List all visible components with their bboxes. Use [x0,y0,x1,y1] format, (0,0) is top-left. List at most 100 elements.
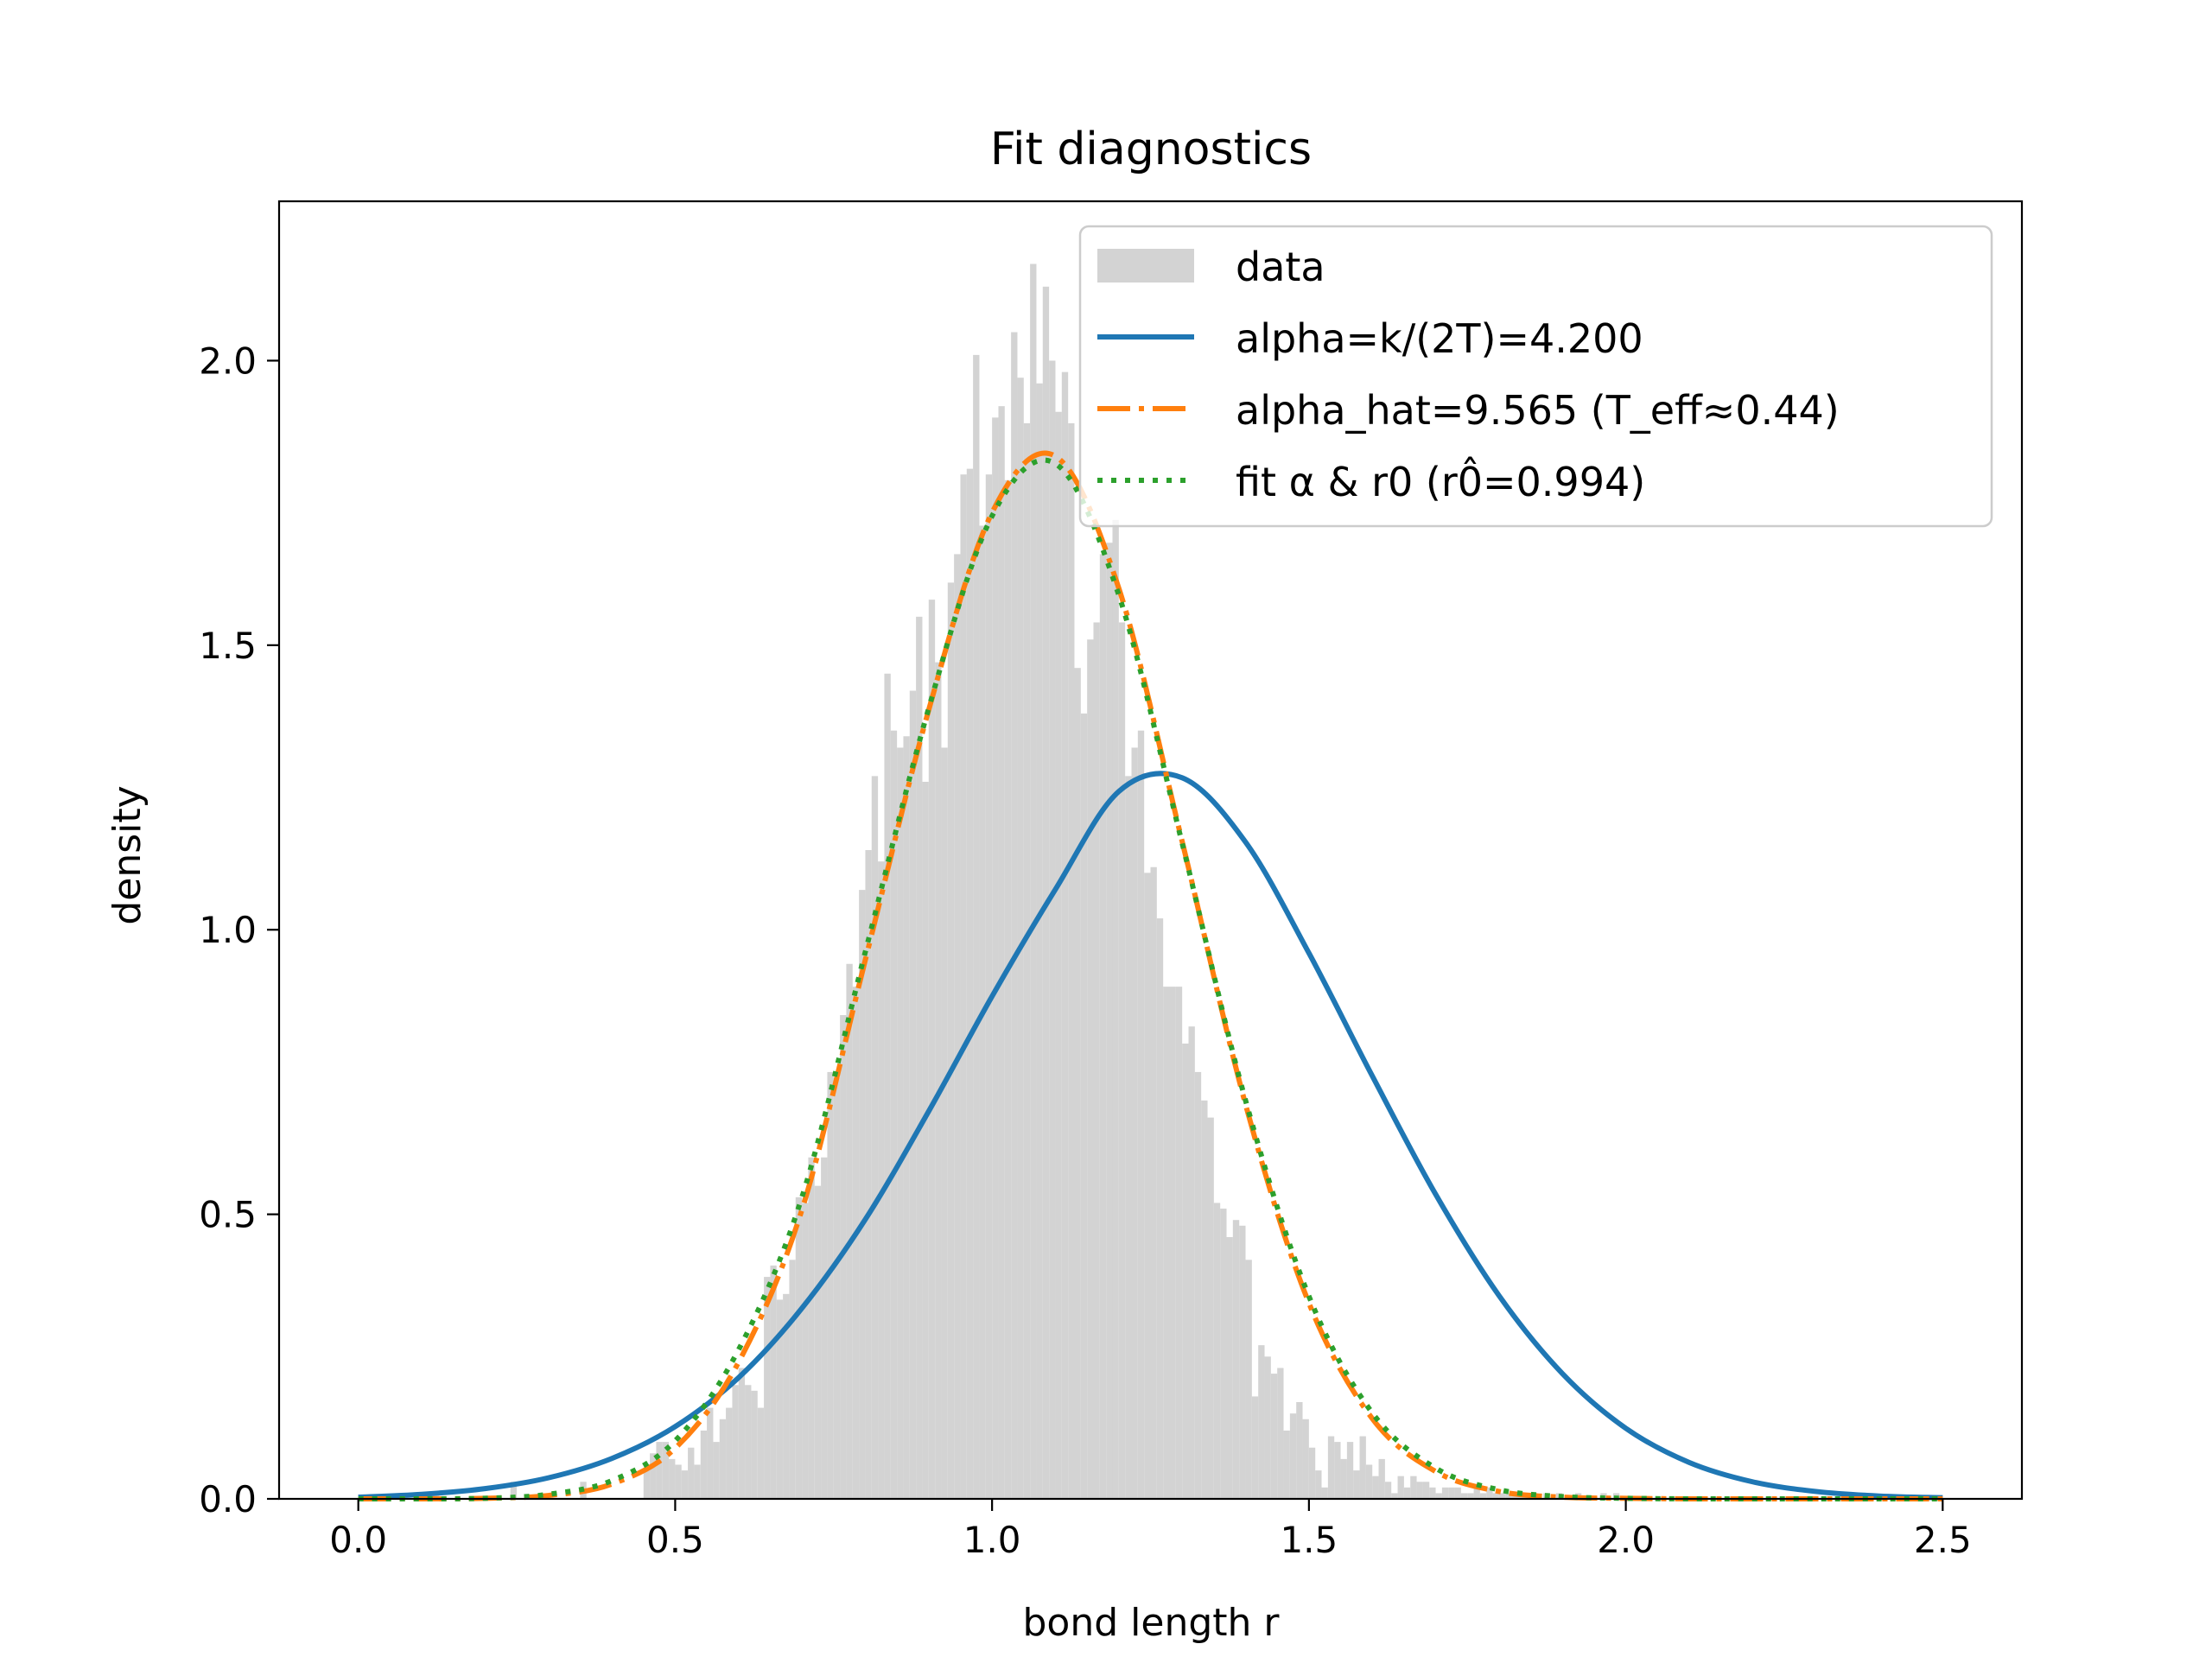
histogram-bar [821,1157,828,1499]
histogram-bar [1422,1482,1430,1499]
histogram-bar [1011,332,1018,1499]
histogram-bar [1017,378,1024,1500]
histogram-bar [1150,866,1157,1499]
histogram-bar [890,730,898,1499]
histogram-bar [966,468,974,1499]
legend-data-swatch [1097,249,1194,282]
histogram-bar [903,736,910,1499]
histogram-bar [732,1385,739,1499]
histogram-bar [1340,1458,1347,1499]
histogram-bar [1182,1043,1189,1499]
histogram-bar [1194,1071,1202,1499]
histogram-bar [1505,1493,1512,1499]
histogram-bar [947,582,955,1499]
histogram-bar [935,662,942,1499]
histogram-bar [713,1442,720,1499]
histogram-bar [871,776,879,1499]
histogram-bar [1473,1487,1480,1499]
histogram-bar [776,1299,784,1499]
histogram-bar [1137,730,1145,1499]
histogram-bar [1144,873,1151,1499]
histogram-bar [1093,622,1100,1499]
histogram-bar [1156,918,1164,1499]
histogram-bar [878,861,885,1499]
histogram-bar [922,781,929,1499]
histogram-bar [1125,776,1132,1499]
histogram-bar [662,1442,670,1499]
histogram-bar [1416,1482,1423,1499]
histogram-bar [1023,422,1031,1499]
histogram-bar [669,1458,676,1499]
histogram-bar [1391,1493,1398,1499]
histogram-bar [738,1368,746,1499]
x-tick-label: 2.5 [1914,1519,1972,1561]
histogram-bar [1239,1225,1246,1499]
histogram-bar [1258,1345,1265,1499]
chart-title: Fit diagnostics [990,124,1312,175]
x-tick-label: 0.5 [646,1519,704,1561]
histogram-bar [1042,286,1050,1499]
histogram-bars [510,263,1620,1500]
histogram-bar [998,406,1005,1499]
histogram-bar [1030,263,1037,1500]
histogram-bar [1384,1482,1392,1499]
histogram-bar [719,1419,727,1499]
histogram-bar [1277,1368,1284,1499]
histogram-bar [1448,1487,1455,1499]
histogram-bar [928,600,936,1499]
histogram-bar [1498,1493,1506,1499]
histogram-bar [1479,1493,1487,1499]
histogram-bar [827,1071,834,1499]
histogram-bar [1251,1396,1259,1499]
histogram-bar [1365,1464,1373,1499]
histogram-bar [960,474,967,1500]
histogram-bar [973,354,980,1499]
y-tick-label: 1.5 [199,625,257,667]
histogram-bar [1131,747,1138,1499]
histogram-bar [1061,371,1069,1499]
histogram-bar [1429,1487,1436,1499]
x-tick-label: 0.0 [329,1519,387,1561]
histogram-bar [1378,1458,1385,1499]
axes-frame [277,200,2024,1501]
histogram-bar [1220,1209,1227,1499]
histogram-bar [726,1407,733,1499]
histogram-bar [846,963,853,1499]
histogram-bar [1074,668,1081,1499]
histogram-bar [1372,1476,1379,1499]
histogram-bar [1492,1493,1499,1499]
histogram-bar [675,1464,682,1499]
histogram-bar [1112,519,1119,1500]
histogram-bar [1327,1436,1335,1499]
x-tick-label: 1.5 [1280,1519,1338,1561]
histogram-bar [833,1077,841,1499]
histogram-bar [1213,1203,1221,1499]
histogram-bar [1289,1413,1297,1499]
histogram-bar [1055,411,1062,1499]
y-tick-label: 1.0 [199,909,257,951]
histogram-bar [1315,1470,1322,1499]
histogram-bar [1467,1493,1474,1499]
histogram-bar [1308,1447,1316,1499]
y-tick-label: 0.0 [199,1478,257,1520]
histogram-bar [909,690,917,1499]
histogram-bar [852,987,860,1499]
histogram-bar [1201,1100,1208,1499]
histogram-bar [1302,1419,1309,1499]
histogram-bar [643,1470,651,1499]
y-tick-label: 0.5 [199,1194,257,1236]
histogram-bar [783,1293,790,1499]
histogram-bar [1163,987,1170,1499]
series-line-1 [358,450,1943,1502]
histogram-bar [688,1447,695,1499]
histogram-bar [954,554,961,1500]
histogram-bar [1454,1487,1461,1499]
histogram-bar [916,616,923,1499]
histogram-bar [770,1265,777,1499]
histogram-bar [1359,1436,1366,1499]
x-tick-label: 1.0 [963,1519,1021,1561]
histogram-bar [865,850,872,1499]
histogram-bar [1106,543,1113,1499]
